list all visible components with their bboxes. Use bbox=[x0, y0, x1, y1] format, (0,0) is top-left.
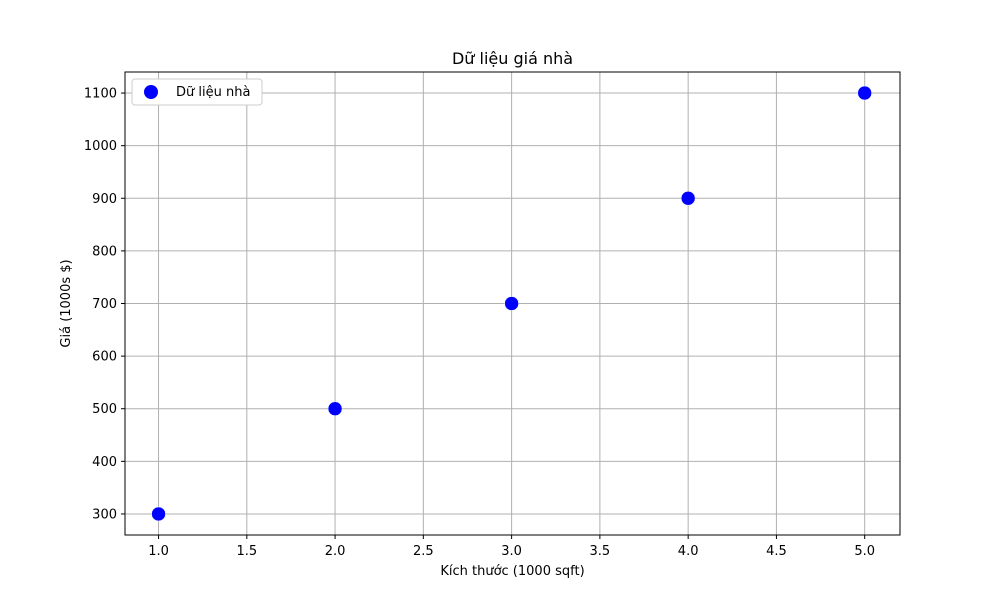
chart-title: Dữ liệu giá nhà bbox=[452, 49, 573, 68]
x-axis-label: Kích thước (1000 sqft) bbox=[440, 564, 584, 579]
x-tick-label: 5.0 bbox=[854, 544, 875, 559]
data-point bbox=[327, 401, 343, 416]
x-tick-label: 3.0 bbox=[501, 544, 522, 559]
plot-area-frame bbox=[124, 71, 901, 536]
x-tick-label: 2.0 bbox=[325, 544, 346, 559]
data-point bbox=[151, 506, 166, 522]
y-tick-label: 900 bbox=[92, 192, 117, 207]
y-tick-label: 300 bbox=[92, 507, 117, 522]
data-point bbox=[680, 191, 696, 206]
y-tick-label: 400 bbox=[92, 455, 117, 470]
y-tick-label: 600 bbox=[92, 350, 117, 365]
data-points bbox=[151, 85, 872, 522]
y-tick-label: 1000 bbox=[84, 139, 117, 154]
y-tick-label: 500 bbox=[92, 402, 117, 417]
data-point bbox=[504, 296, 519, 311]
y-tick-label: 1100 bbox=[84, 87, 117, 102]
x-tick-label: 2.5 bbox=[413, 544, 434, 559]
x-tick-label: 4.5 bbox=[766, 544, 787, 559]
data-point bbox=[857, 85, 872, 101]
legend: Dữ liệu nhà bbox=[131, 78, 263, 106]
y-tick-label: 800 bbox=[92, 244, 117, 259]
legend-label: Dữ liệu nhà bbox=[176, 85, 250, 100]
y-axis-label: Giá (1000s $) bbox=[59, 259, 74, 347]
legend-marker bbox=[144, 85, 158, 99]
x-tick-label: 3.5 bbox=[590, 544, 611, 559]
axis-ticks: 1.0 1.5 2.0 2.5 3.0 3.5 4.0 4.5 5.0 300 400 500 600 7… bbox=[84, 87, 875, 559]
x-tick-label: 1.0 bbox=[148, 544, 169, 559]
x-tick-label: 1.5 bbox=[236, 544, 257, 559]
legend-box bbox=[131, 78, 263, 106]
x-tick-label: 4.0 bbox=[678, 544, 699, 559]
y-tick-label: 700 bbox=[92, 297, 117, 312]
